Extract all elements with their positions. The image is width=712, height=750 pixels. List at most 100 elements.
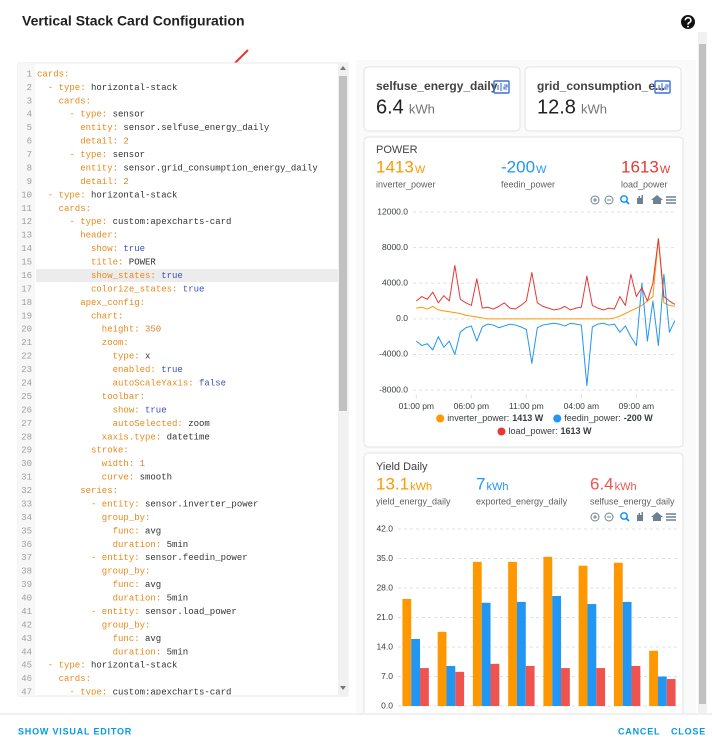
yaml-value: POWER (129, 258, 157, 268)
y-tick-label: 4000.0 (382, 277, 408, 287)
preview-scroll-thumb[interactable] (699, 44, 706, 704)
x-tick-label: 01:00 pm (399, 401, 434, 411)
entity-value: 12.8 (537, 96, 576, 118)
pan-icon (637, 512, 643, 521)
y-tick-label: 12000.0 (377, 206, 408, 216)
yaml-value: sensor.inverter_power (145, 499, 258, 509)
line-number: 1 (27, 69, 32, 79)
legend-marker (497, 427, 506, 436)
yaml-value: true (183, 284, 205, 294)
zoom-icon (620, 195, 628, 203)
state-name: selfuse_energy_daily (590, 496, 675, 506)
yaml-key: header: (37, 231, 118, 241)
line-number: 16 (21, 271, 32, 281)
y-tick-label: 7.0 (381, 671, 393, 681)
editor-scroll-thumb[interactable] (339, 76, 347, 411)
home-icon (651, 195, 663, 204)
line-number: 14 (21, 244, 32, 254)
cancel-button[interactable]: CANCEL (618, 726, 660, 736)
yaml-key: show: (37, 405, 140, 415)
line-number: 37 (21, 553, 32, 563)
yaml-key: func: (37, 634, 140, 644)
state-value: -200 (501, 157, 535, 176)
editor-gutter (18, 63, 35, 696)
line-number: 25 (21, 392, 32, 402)
state-name: load_power (621, 179, 668, 189)
line-number: 7 (27, 150, 32, 160)
yaml-key: toolbar: (37, 392, 145, 402)
yaml-value: sensor.grid_consumption_energy_daily (123, 163, 318, 173)
yaml-value: true (161, 271, 183, 281)
yaml-value: true (145, 405, 167, 415)
entity-card (524, 66, 682, 132)
state-value: 6.4 (590, 474, 614, 493)
line-number: 9 (27, 177, 32, 187)
chart-toolbar[interactable] (590, 512, 676, 522)
line-number: 5 (27, 123, 32, 133)
state-unit: W (536, 164, 547, 176)
yaml-key: chart: (37, 311, 123, 321)
state-unit: kWh (615, 481, 637, 493)
yaml-value: horizontal-stack (91, 83, 177, 93)
state-unit: kWh (410, 481, 432, 493)
zoom-in-icon (590, 512, 600, 522)
line-number: 19 (21, 311, 32, 321)
yaml-key: - entity: (37, 553, 140, 563)
yaml-key: show: (37, 244, 118, 254)
line-number: 4 (27, 110, 32, 120)
yaml-key: entity: (37, 163, 118, 173)
yaml-key: - type: (37, 661, 86, 671)
line-number: 42 (21, 620, 32, 630)
line-number: 6 (27, 137, 32, 147)
legend-value: 1413 W (512, 413, 544, 423)
bar (446, 665, 456, 706)
yaml-key: xaxis.type: (37, 432, 161, 442)
pan-icon (637, 195, 643, 204)
y-tick-label: 0.0 (381, 700, 393, 710)
yaml-value: horizontal-stack (91, 661, 177, 671)
yaml-key: cards: (37, 204, 91, 214)
yaml-value: true (123, 244, 145, 254)
code-editor[interactable]: 1 cards: 2 - type: horizontal-stack 3 cards:… (21, 69, 338, 697)
yaml-key: title: (37, 258, 123, 268)
help-icon[interactable] (681, 15, 695, 29)
line-number: 11 (21, 204, 32, 214)
yaml-key: - type: (37, 688, 107, 698)
zoom-out-icon (604, 512, 614, 522)
y-tick-label: 42.0 (376, 523, 393, 533)
bar (587, 604, 597, 706)
bar (525, 665, 535, 706)
close-button[interactable]: CLOSE (671, 726, 706, 736)
yaml-value: horizontal-stack (91, 190, 177, 200)
line-number: 18 (21, 298, 32, 308)
yaml-value: sensor (113, 110, 145, 120)
yaml-key: func: (37, 526, 140, 536)
line-number: 2 (27, 83, 32, 93)
state-name: feedin_power (501, 179, 555, 189)
series-line (416, 238, 675, 320)
yaml-value: 5min (167, 540, 189, 550)
line-number: 41 (21, 607, 32, 617)
y-tick-label: 35.0 (376, 553, 393, 563)
line-number: 15 (21, 258, 32, 268)
series-line (415, 238, 676, 311)
yaml-key: curve: (37, 473, 134, 483)
entity-card (363, 66, 521, 132)
legend-marker (436, 414, 445, 423)
chart-toolbar[interactable] (590, 195, 676, 205)
bar (481, 602, 491, 706)
line-number: 33 (21, 499, 32, 509)
line-number: 47 (21, 688, 32, 698)
yaml-value: true (161, 365, 183, 375)
show-visual-editor-button[interactable]: SHOW VISUAL EDITOR (18, 726, 132, 736)
yaml-key: - type: (37, 150, 107, 160)
x-tick-label: 09:00 am (619, 401, 654, 411)
y-tick-label: 14.0 (376, 641, 393, 651)
yaml-key: cards: (37, 69, 69, 79)
entity-name: grid_consumption_e... (537, 79, 665, 93)
line-number: 38 (21, 567, 32, 577)
line-number: 17 (21, 284, 32, 294)
legend-marker (553, 414, 562, 423)
yaml-key: - type: (37, 190, 86, 200)
line-number: 21 (21, 338, 32, 348)
